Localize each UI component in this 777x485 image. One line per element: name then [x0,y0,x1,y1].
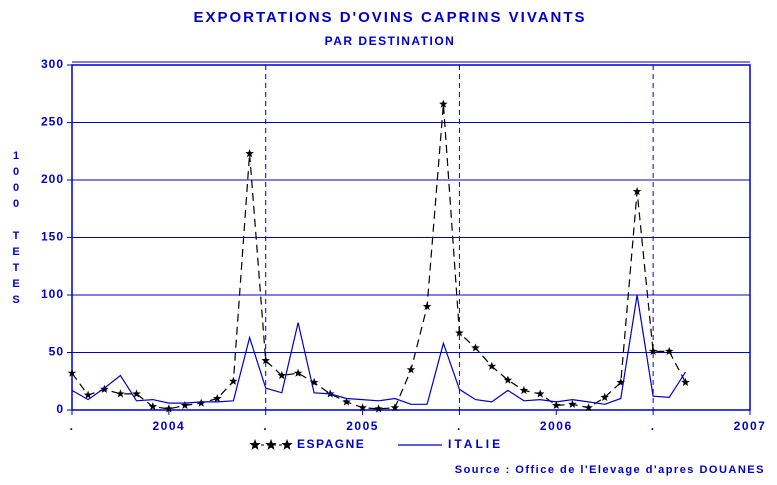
star-marker [681,377,690,386]
x-tick-label: . [263,419,268,433]
star-marker [568,399,577,408]
star-marker [552,400,561,409]
legend-marker [249,439,261,450]
star-marker [180,400,190,409]
star-marker [277,371,287,380]
y-tick-label: 250 [41,115,64,129]
star-marker [116,389,125,398]
star-marker [390,403,400,412]
legend-marker [281,439,293,450]
star-marker [358,403,367,412]
star-marker [261,356,270,365]
series-line [71,104,687,410]
star-marker [67,368,77,377]
x-tick-label: 2006 [540,419,573,433]
series-line [71,294,687,405]
legend-label: ITALIE [448,437,503,451]
star-marker [584,403,593,412]
star-marker [245,149,254,158]
star-marker [471,343,480,352]
legend-label: ESPAGNE [297,437,365,451]
x-tick-label: . [70,419,75,433]
plot-frame [71,64,751,411]
x-tick-label: . [651,419,656,433]
star-marker [196,398,206,407]
star-marker [664,346,674,355]
y-tick-label: 100 [41,287,64,301]
x-tick-label: 2005 [346,419,379,433]
legend-marker [265,439,277,450]
x-tick-label: 2007 [734,419,767,433]
star-marker [422,302,432,311]
star-marker [293,368,303,377]
chart-title: EXPORTATIONS D'OVINS CAPRINS VIVANTS [193,9,586,26]
y-tick-label: 300 [41,57,64,71]
star-marker [648,346,658,355]
star-marker [164,404,174,413]
star-marker [342,397,351,406]
x-tick-label: . [457,419,462,433]
source-note: Source : Office de l'Elevage d'apres DOU… [455,464,765,476]
star-marker [439,99,448,108]
y-tick-label: 150 [41,230,64,244]
star-marker [132,389,141,398]
star-marker [519,385,529,395]
star-marker [535,389,545,398]
star-marker [213,394,222,403]
y-tick-label: 50 [49,345,64,359]
chart-subtitle: PAR DESTINATION [325,34,456,48]
star-marker [616,377,626,386]
star-marker [374,404,383,413]
y-tick-label: 200 [41,172,64,186]
star-marker [406,365,416,374]
star-marker [148,402,158,411]
star-marker [503,375,513,384]
x-tick-label: 2004 [153,419,186,433]
star-marker [600,392,609,401]
star-marker [229,376,238,385]
star-marker [632,187,642,196]
star-marker [455,328,464,337]
star-marker [487,361,497,370]
y-axis-label: 1000 TETES [10,150,22,310]
star-marker [309,377,319,386]
y-tick-label: 0 [56,402,64,416]
star-marker [83,390,93,399]
